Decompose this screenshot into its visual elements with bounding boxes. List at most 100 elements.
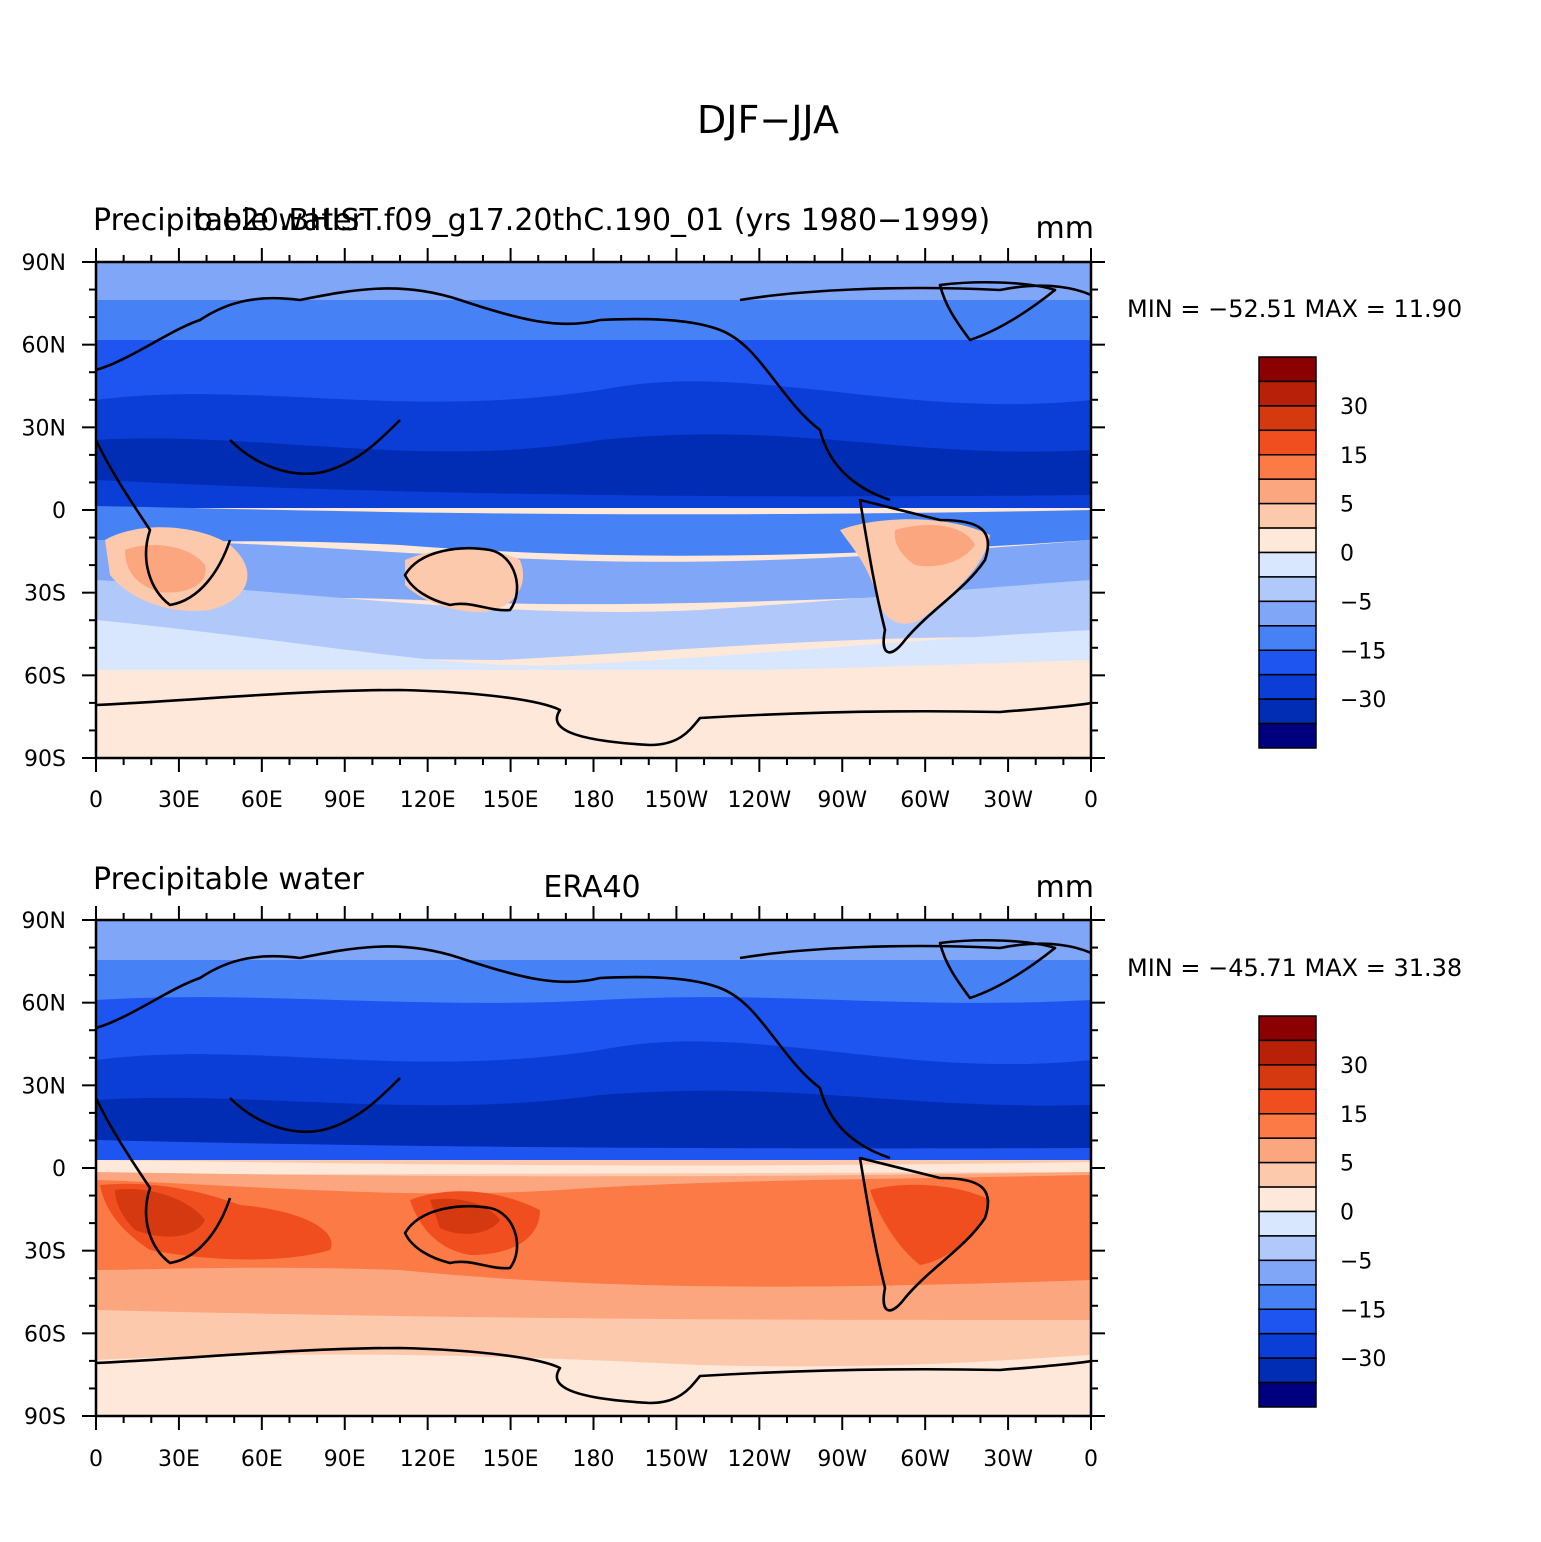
lon-tick-label: 90E (324, 788, 366, 813)
colorbar-label: 15 (1340, 1103, 1368, 1128)
colorbar-label: 0 (1340, 1201, 1354, 1226)
lat-tick-label: 30N (22, 416, 66, 441)
lon-tick-label: 60W (900, 788, 950, 813)
colorbar-swatch (1258, 1161, 1317, 1188)
panel-left-title: Precipitable water (93, 862, 365, 897)
colorbar-swatch (1258, 502, 1317, 529)
contour-band (96, 1160, 1091, 1175)
lon-tick-label: 90E (324, 1447, 366, 1472)
colorbar-label: −30 (1340, 1347, 1386, 1372)
colorbar-swatch (1258, 527, 1317, 554)
lon-tick-label: 0 (89, 1447, 103, 1472)
figure-title: DJF−JJA (697, 98, 839, 142)
colorbar-swatch (1258, 551, 1317, 578)
colorbar-swatch (1258, 429, 1317, 456)
colorbar-label: −5 (1340, 1249, 1372, 1274)
colorbar-swatch (1258, 454, 1317, 480)
axis-ticks (82, 248, 1105, 772)
lon-tick-label: 90W (817, 788, 867, 813)
contour-band (96, 434, 1091, 505)
contour-fill (96, 262, 1091, 758)
lat-tick-label: 0 (52, 499, 66, 524)
contour-band (405, 548, 524, 612)
contour-band (96, 506, 1091, 556)
lon-tick-label: 30E (158, 788, 200, 813)
lon-tick-label: 120W (727, 1447, 791, 1472)
colorbar-swatch (1258, 478, 1317, 505)
contour-band (96, 540, 1091, 605)
colorbar-swatch (1258, 1113, 1317, 1139)
lon-tick-label: 30W (983, 788, 1033, 813)
colorbar-label: −30 (1340, 688, 1386, 713)
colorbar-swatch (1258, 1332, 1317, 1359)
colorbar-swatch (1258, 1137, 1317, 1164)
contour-band (96, 1175, 1091, 1287)
lon-tick-label: 180 (573, 1447, 615, 1472)
lon-tick-label: 30W (983, 1447, 1033, 1472)
lon-tick-label: 120E (400, 788, 456, 813)
lon-tick-label: 60W (900, 1447, 950, 1472)
lat-tick-label: 60S (24, 664, 66, 689)
colorbar-swatch (1258, 1039, 1317, 1066)
colorbar-label: −15 (1340, 639, 1386, 664)
colorbar-swatch (1258, 600, 1317, 627)
lon-tick-label: 60E (241, 788, 283, 813)
colorbar-label: −15 (1340, 1298, 1386, 1323)
contour-band (96, 670, 1091, 758)
panel-model: Precipitable water b.e20.BHIST.f09_g17.2… (22, 203, 1463, 813)
lon-tick-label: 0 (1084, 1447, 1098, 1472)
colorbar-swatch (1258, 1259, 1317, 1286)
axis-ticks (82, 906, 1105, 1430)
colorbar: 30 15 5 0 −5 −15 −30 (1258, 1015, 1386, 1408)
lat-axis-labels: 90N 60N 30N 0 30S 60S 90S (22, 909, 66, 1430)
lon-tick-label: 180 (573, 788, 615, 813)
colorbar-swatch (1258, 722, 1317, 749)
lat-tick-label: 0 (52, 1157, 66, 1182)
colorbar-swatch (1258, 1210, 1317, 1237)
coastlines (96, 938, 1091, 1405)
colorbar-swatch (1258, 1064, 1317, 1091)
map-plot: 90N 60N 30N 0 30S 60S 90S 0 30E 60E 90E 120E 150E 18… (22, 906, 1105, 1472)
panel-center-title: ERA40 (543, 870, 640, 905)
map-plot: 90N 60N 30N 0 30S 60S 90S 0 30E 60E 90E 120E 150E 18… (22, 248, 1105, 813)
colorbar-swatch (1258, 1015, 1317, 1042)
lon-tick-label: 30E (158, 1447, 200, 1472)
lon-tick-label: 120E (400, 1447, 456, 1472)
colorbar-swatch (1258, 1357, 1317, 1384)
colorbar-swatch (1258, 625, 1317, 651)
colorbar-swatch (1258, 1308, 1317, 1335)
lon-tick-label: 150E (483, 788, 539, 813)
lon-tick-label: 120W (727, 788, 791, 813)
lat-tick-label: 30S (24, 582, 66, 607)
lat-tick-label: 60S (24, 1322, 66, 1347)
lat-tick-label: 90N (22, 251, 66, 276)
colorbar-swatch (1258, 1088, 1317, 1115)
colorbar-label: 30 (1340, 1054, 1368, 1079)
colorbar-swatch (1258, 673, 1317, 700)
panel-units: mm (1036, 870, 1094, 905)
contour-band (96, 1354, 1091, 1416)
colorbar: 30 15 5 0 −5 −15 −30 (1258, 356, 1386, 749)
colorbar-label: 30 (1340, 395, 1368, 420)
lon-tick-label: 0 (1084, 788, 1098, 813)
panel-min-max: MIN = −52.51 MAX = 11.90 (1127, 295, 1462, 323)
colorbar-swatch (1258, 356, 1317, 383)
colorbar-label: 0 (1340, 542, 1354, 567)
colorbar-swatch (1258, 405, 1317, 432)
lon-axis-labels: 0 30E 60E 90E 120E 150E 180 150W 120W 90W 60W 30W 0 (89, 788, 1098, 813)
lon-tick-label: 60E (241, 1447, 283, 1472)
lon-tick-label: 150W (645, 1447, 709, 1472)
colorbar-label: 5 (1340, 1152, 1354, 1177)
contour-fill (96, 920, 1091, 1416)
colorbar-label: 5 (1340, 493, 1354, 518)
lat-tick-label: 90S (24, 747, 66, 772)
lat-tick-label: 30N (22, 1074, 66, 1099)
colorbar-swatch (1258, 1284, 1317, 1310)
contour-band (96, 1090, 1091, 1150)
lat-axis-labels: 90N 60N 30N 0 30S 60S 90S (22, 251, 66, 772)
lon-tick-label: 90W (817, 1447, 867, 1472)
colorbar-swatch (1258, 380, 1317, 407)
panel-units: mm (1036, 211, 1094, 246)
panel-era40: Precipitable water ERA40 mm MIN = −45.71… (22, 862, 1463, 1472)
lon-tick-label: 150W (645, 788, 709, 813)
